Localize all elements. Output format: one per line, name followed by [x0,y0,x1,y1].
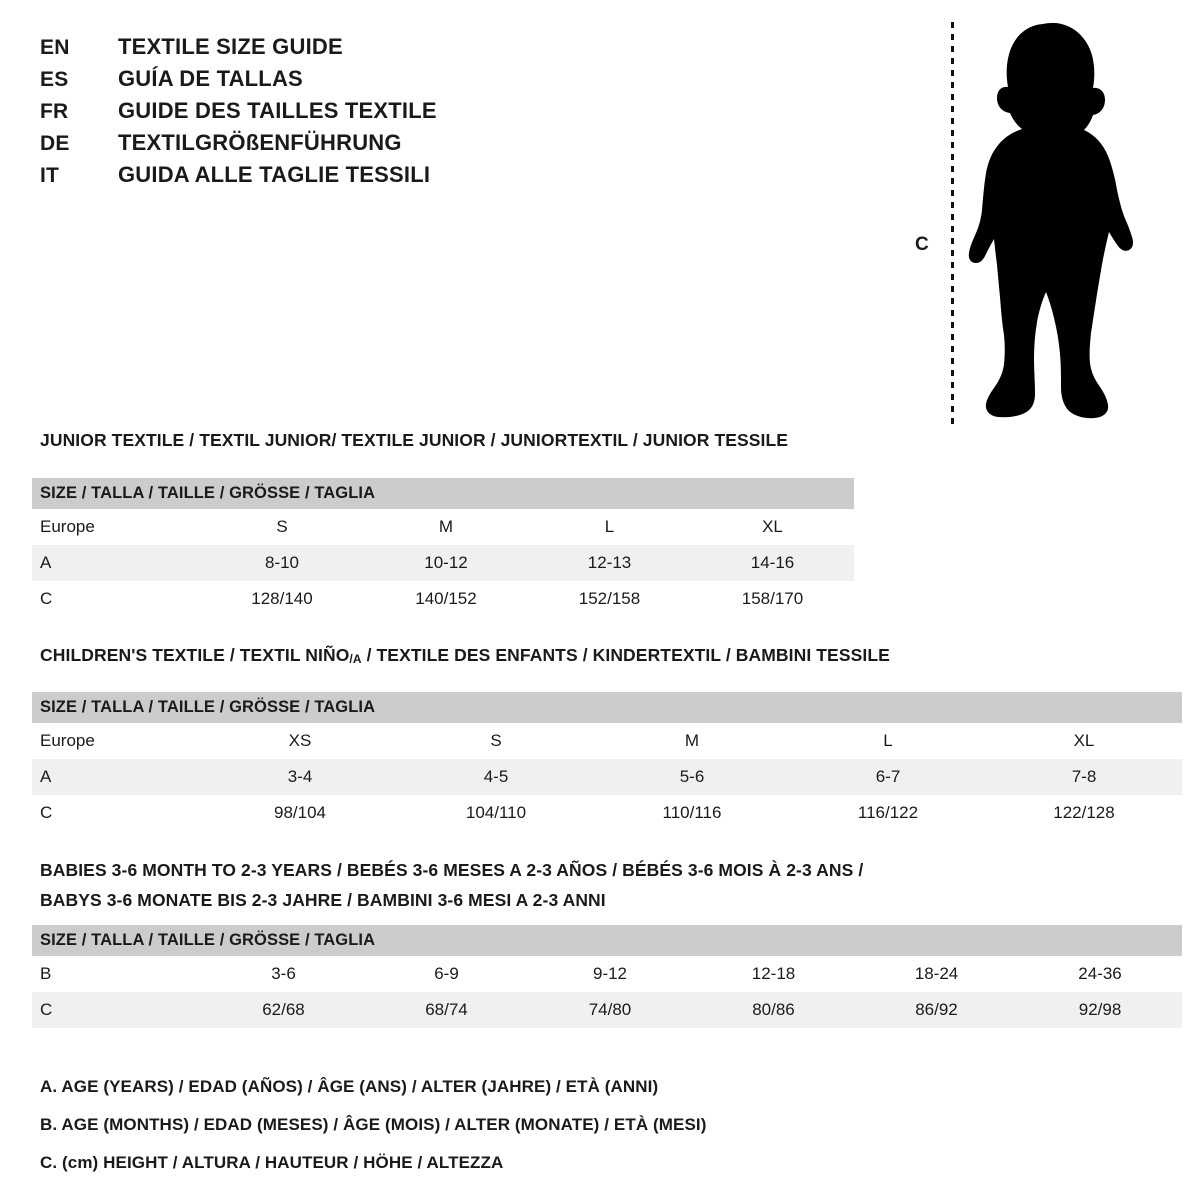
junior-cell-c-2: 152/158 [528,581,691,617]
children-band-label: SIZE / TALLA / TAILLE / GRÖSSE / TAGLIA [32,692,1182,723]
children-cell-c-1: 104/110 [398,795,594,831]
children-cell-europe-4: XL [986,723,1182,759]
children-cell-c-4: 122/128 [986,795,1182,831]
junior-band-row: SIZE / TALLA / TAILLE / GRÖSSE / TAGLIA [32,478,854,509]
section-title-children-sub: /A [349,652,362,666]
language-title-en: TEXTILE SIZE GUIDE [118,34,343,59]
language-title-it: GUIDA ALLE TAGLIE TESSILI [118,162,431,187]
junior-band-label: SIZE / TALLA / TAILLE / GRÖSSE / TAGLIA [32,478,854,509]
junior-cell-a-0: 8-10 [200,545,364,581]
children-row-label-c: C [32,795,202,831]
legend-block: A. AGE (YEARS) / EDAD (AÑOS) / ÂGE (ANS)… [40,1068,940,1182]
section-title-junior: JUNIOR TEXTILE / TEXTIL JUNIOR/ TEXTILE … [40,430,789,450]
babies-row-label-c: C [32,992,202,1028]
children-cell-a-4: 7-8 [986,759,1182,795]
children-cell-europe-3: L [790,723,986,759]
babies-cell-c-3: 80/86 [692,992,855,1028]
child-silhouette-icon [968,23,1133,419]
junior-cell-a-3: 14-16 [691,545,854,581]
language-code-fr: FR [40,100,69,123]
language-title-es: GUÍA DE TALLAS [118,66,303,91]
section-title-children-post: / TEXTILE DES ENFANTS / KINDERTEXTIL / B… [361,645,890,665]
children-cell-europe-1: S [398,723,594,759]
babies-cell-b-5: 24-36 [1018,956,1183,992]
language-row-it: IT GUIDA ALLE TAGLIE TESSILI [40,162,560,194]
language-title-de: TEXTILGRÖßENFÜHRUNG [118,130,402,155]
junior-row-label-a: A [32,545,200,581]
section-title-children: CHILDREN'S TEXTILE / TEXTIL NIÑO/A / TEX… [40,645,890,666]
junior-cell-c-3: 158/170 [691,581,854,617]
height-dotted-line [951,22,954,424]
children-cell-c-2: 110/116 [594,795,790,831]
language-code-es: ES [40,68,69,91]
children-row-a: A 3-4 4-5 5-6 6-7 7-8 [32,759,1182,795]
children-cell-europe-2: M [594,723,790,759]
language-row-es: ES GUÍA DE TALLAS [40,66,560,98]
children-cell-europe-0: XS [202,723,398,759]
junior-row-europe: Europe S M L XL [32,509,854,545]
junior-cell-europe-2: L [528,509,691,545]
children-cell-c-0: 98/104 [202,795,398,831]
junior-row-label-c: C [32,581,200,617]
children-size-table: SIZE / TALLA / TAILLE / GRÖSSE / TAGLIA … [32,692,1182,831]
language-code-de: DE [40,132,70,155]
babies-cell-b-3: 12-18 [692,956,855,992]
babies-band-row: SIZE / TALLA / TAILLE / GRÖSSE / TAGLIA [32,925,1183,956]
junior-cell-c-1: 140/152 [364,581,528,617]
children-row-label-a: A [32,759,202,795]
babies-cell-b-1: 6-9 [365,956,528,992]
babies-row-b: B 3-6 6-9 9-12 12-18 18-24 24-36 [32,956,1183,992]
junior-cell-a-2: 12-13 [528,545,691,581]
language-code-it: IT [40,164,60,187]
junior-cell-europe-1: M [364,509,528,545]
children-cell-a-1: 4-5 [398,759,594,795]
babies-cell-c-4: 86/92 [855,992,1018,1028]
junior-cell-a-1: 10-12 [364,545,528,581]
children-band-row: SIZE / TALLA / TAILLE / GRÖSSE / TAGLIA [32,692,1182,723]
junior-cell-europe-3: XL [691,509,854,545]
children-cell-a-3: 6-7 [790,759,986,795]
babies-row-c: C 62/68 68/74 74/80 80/86 86/92 92/98 [32,992,1183,1028]
junior-row-label-europe: Europe [32,509,200,545]
section-title-babies: BABIES 3-6 MONTH TO 2-3 YEARS / BEBÉS 3-… [40,855,1040,915]
babies-cell-b-4: 18-24 [855,956,1018,992]
junior-cell-europe-0: S [200,509,364,545]
babies-band-label: SIZE / TALLA / TAILLE / GRÖSSE / TAGLIA [32,925,1183,956]
babies-cell-c-5: 92/98 [1018,992,1183,1028]
children-cell-a-2: 5-6 [594,759,790,795]
junior-cell-c-0: 128/140 [200,581,364,617]
language-code-en: EN [40,36,70,59]
language-title-fr: GUIDE DES TAILLES TEXTILE [118,98,437,123]
babies-cell-b-0: 3-6 [202,956,365,992]
language-row-fr: FR GUIDE DES TAILLES TEXTILE [40,98,560,130]
babies-row-label-b: B [32,956,202,992]
legend-line-a: A. AGE (YEARS) / EDAD (AÑOS) / ÂGE (ANS)… [40,1077,659,1096]
section-title-babies-line1: BABIES 3-6 MONTH TO 2-3 YEARS / BEBÉS 3-… [40,860,864,880]
junior-row-c: C 128/140 140/152 152/158 158/170 [32,581,854,617]
children-row-label-europe: Europe [32,723,202,759]
babies-cell-c-1: 68/74 [365,992,528,1028]
language-title-block: EN TEXTILE SIZE GUIDE ES GUÍA DE TALLAS … [40,34,560,194]
height-measure-label: C [915,234,929,255]
children-cell-a-0: 3-4 [202,759,398,795]
babies-cell-c-2: 74/80 [528,992,692,1028]
babies-size-table: SIZE / TALLA / TAILLE / GRÖSSE / TAGLIA … [32,925,1183,1028]
language-row-de: DE TEXTILGRÖßENFÜHRUNG [40,130,560,162]
height-figure: C [905,12,1135,432]
babies-cell-c-0: 62/68 [202,992,365,1028]
children-row-europe: Europe XS S M L XL [32,723,1182,759]
language-row-en: EN TEXTILE SIZE GUIDE [40,34,560,66]
junior-row-a: A 8-10 10-12 12-13 14-16 [32,545,854,581]
children-cell-c-3: 116/122 [790,795,986,831]
section-title-babies-line2: BABYS 3-6 MONATE BIS 2-3 JAHRE / BAMBINI… [40,890,606,910]
legend-line-c: C. (cm) HEIGHT / ALTURA / HAUTEUR / HÖHE… [40,1153,504,1172]
children-row-c: C 98/104 104/110 110/116 116/122 122/128 [32,795,1182,831]
legend-line-b: B. AGE (MONTHS) / EDAD (MESES) / ÂGE (MO… [40,1115,707,1134]
junior-size-table: SIZE / TALLA / TAILLE / GRÖSSE / TAGLIA … [32,478,854,617]
babies-cell-b-2: 9-12 [528,956,692,992]
section-title-children-pre: CHILDREN'S TEXTILE / TEXTIL NIÑO [40,645,350,665]
